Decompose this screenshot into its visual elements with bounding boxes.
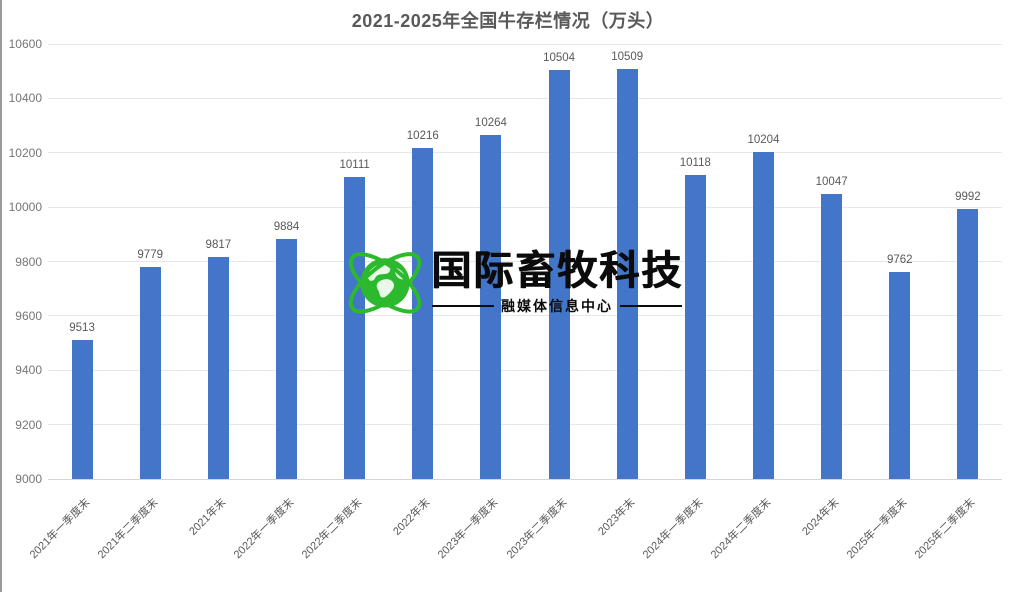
y-axis-label: 10200 (8, 145, 42, 160)
x-axis-label: 2021年二季度末 (95, 496, 161, 562)
gridline (48, 152, 1002, 154)
x-axis-label: 2022年二季度末 (299, 496, 365, 562)
bar (480, 135, 502, 479)
x-axis-label: 2025年二季度末 (913, 496, 978, 562)
bar-value-label: 9513 (69, 321, 95, 334)
bar-value-label: 10204 (747, 133, 780, 146)
bar (753, 151, 774, 479)
bar (207, 256, 229, 479)
x-axis-label: 2023年一季度末 (436, 496, 501, 562)
bar-value-label: 9817 (205, 238, 232, 251)
x-axis-label: 2023年末 (595, 496, 638, 538)
watermark-brand-text: 国际畜牧科技 (431, 249, 683, 293)
bar (616, 68, 638, 479)
y-axis-label: 9000 (15, 472, 42, 486)
globe-orbit-icon (348, 252, 422, 314)
gridline (48, 369, 1002, 371)
bar-value-label: 10509 (611, 50, 644, 63)
gridline (48, 206, 1002, 208)
x-axis-label: 2022年末 (391, 496, 433, 538)
y-axis-label: 10000 (8, 200, 42, 215)
watermark-subtitle-row: 融媒体信息中心 (432, 296, 682, 316)
y-axis-label: 10400 (8, 91, 42, 106)
bar-value-label: 10264 (474, 117, 507, 130)
x-axis-label: 2021年一季度末 (27, 496, 93, 562)
gridline (48, 315, 1002, 317)
chart-title: 2021-2025年全国牛存栏情况（万头） (351, 11, 665, 31)
bar-value-label: 10118 (679, 157, 711, 170)
watermark-text-block: 国际畜牧科技 融媒体信息中心 (431, 248, 683, 316)
x-axis-label: 2024年末 (800, 496, 842, 538)
x-axis-label: 2025年一季度末 (845, 496, 910, 562)
bar-value-label: 9992 (955, 191, 981, 204)
gridline (48, 424, 1002, 426)
window-left-border (0, 0, 2, 592)
x-axis-line (48, 478, 1002, 480)
bar (139, 267, 161, 479)
bar-value-label: 9884 (273, 220, 300, 233)
bar-value-label: 10111 (339, 158, 370, 171)
watermark: 国际畜牧科技 融媒体信息中心 (341, 238, 683, 326)
bar (684, 175, 706, 479)
x-axis-label: 2024年二季度末 (708, 496, 774, 562)
bar-value-label: 10047 (815, 176, 848, 189)
y-axis-label: 9800 (15, 254, 42, 269)
gridline (48, 43, 1002, 45)
gridline (48, 97, 1002, 99)
x-axis-label: 2022年一季度末 (231, 496, 297, 562)
y-axis-label: 10600 (8, 37, 42, 51)
y-axis-label: 9200 (15, 417, 42, 432)
bar-value-label: 10504 (543, 52, 576, 65)
gridline (48, 261, 1002, 262)
bar (344, 176, 366, 479)
watermark-subtitle-text: 融媒体信息中心 (501, 298, 613, 314)
bar (276, 238, 297, 479)
bar-value-label: 10216 (406, 130, 439, 143)
x-axis-label: 2023年二季度末 (504, 496, 570, 562)
y-axis-label: 9600 (15, 308, 42, 323)
bar-value-label: 9762 (886, 253, 913, 266)
bar (889, 271, 911, 479)
bar (821, 194, 843, 479)
bar-value-label: 9779 (137, 249, 163, 262)
bar (548, 70, 570, 479)
bar (71, 339, 93, 479)
bar (957, 209, 979, 479)
watermark-divider-right (620, 305, 682, 307)
bar (412, 148, 434, 479)
watermark-divider-left (432, 305, 494, 307)
x-axis-label: 2021年末 (186, 496, 229, 538)
y-axis-label: 9400 (15, 363, 42, 378)
x-axis-label: 2024年一季度末 (640, 496, 706, 562)
